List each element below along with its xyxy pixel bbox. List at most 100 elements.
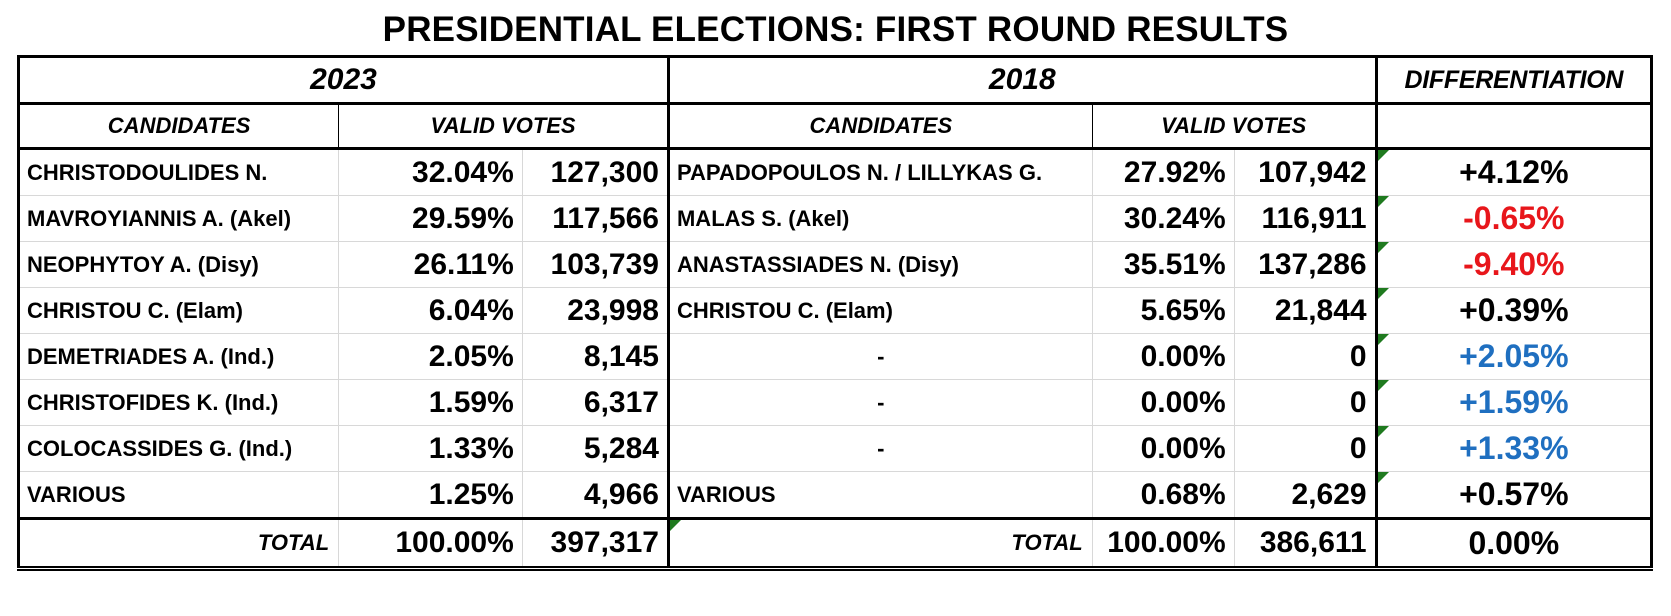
- comment-flag-icon: [1377, 242, 1389, 253]
- votes-2023-cell-text: 127,300: [550, 155, 659, 189]
- candidate-2018-cell-text: VARIOUS: [676, 481, 776, 507]
- candidate-2018-cell: MALAS S. (Akel): [667, 195, 1093, 242]
- candidate-2023-cell: DEMETRIADES A. (Ind.): [17, 333, 340, 380]
- percent-2023-cell-text: 29.59%: [412, 201, 514, 235]
- candidate-2023-cell: CHRISTOFIDES K. (Ind.): [17, 379, 340, 426]
- candidate-2018-cell-text: MALAS S. (Akel): [676, 205, 850, 231]
- differentiation-cell-text: +0.57%: [1459, 476, 1569, 512]
- votes-2023-cell: 8,145: [521, 333, 670, 380]
- differentiation-cell-text: +4.12%: [1459, 154, 1569, 190]
- votes-2023-cell-text: 103,739: [550, 247, 659, 281]
- total-label-2023: TOTAL: [17, 517, 340, 569]
- votes-2018-cell: 116,911: [1233, 195, 1378, 242]
- percent-2023-cell: 32.04%: [338, 148, 523, 196]
- candidate-2018-cell-text: ANASTASSIADES N. (Disy): [676, 251, 959, 277]
- percent-2018-cell-text: 0.00%: [1140, 385, 1226, 419]
- percent-2023-cell-text: 1.25%: [428, 477, 514, 511]
- votes-2018-cell: 107,942: [1233, 148, 1378, 196]
- candidates-2023-header: CANDIDATES: [17, 103, 340, 150]
- percent-2023-cell-text: 1.33%: [428, 431, 514, 465]
- candidate-2018-cell-text: -: [877, 389, 885, 415]
- percent-2018-cell: 0.00%: [1091, 379, 1235, 426]
- total-votes-2023: 397,317: [521, 517, 670, 569]
- candidate-2018-cell: ANASTASSIADES N. (Disy): [667, 241, 1093, 288]
- votes-2018-cell: 0: [1233, 379, 1378, 426]
- votes-2023-cell: 23,998: [521, 287, 670, 334]
- differentiation-header: DIFFERENTIATION: [1375, 56, 1653, 105]
- candidate-2018-cell-text: -: [877, 435, 885, 461]
- total-label-2018-text: TOTAL: [1011, 530, 1083, 555]
- year-2023-header: 2023: [18, 56, 670, 105]
- comment-flag-icon: [1377, 288, 1389, 299]
- differentiation-cell: +1.33%: [1375, 425, 1653, 472]
- candidate-2018-cell-text: PAPADOPOULOS N. / LILLYKAS G.: [676, 159, 1043, 185]
- percent-2023-cell-text: 32.04%: [412, 155, 514, 189]
- percent-2018-cell: 27.92%: [1091, 148, 1235, 196]
- table-row: CHRISTOU C. (Elam) 6.04% 23,998 CHRISTOU C.…: [17, 287, 1653, 334]
- votes-2018-cell-text: 0: [1349, 339, 1367, 373]
- page-title: PRESIDENTIAL ELECTIONS: FIRST ROUND RESU…: [382, 10, 1289, 49]
- differentiation-cell-text: +1.59%: [1459, 384, 1569, 420]
- differentiation-cell: +4.12%: [1375, 148, 1653, 196]
- candidate-2023-cell-text: CHRISTODOULIDES N.: [27, 159, 268, 185]
- votes-2018-cell-text: 116,911: [1261, 201, 1367, 235]
- votes-2018-cell: 137,286: [1233, 241, 1378, 288]
- votes-2018-cell: 0: [1233, 333, 1378, 380]
- votes-2018-cell-text: 107,942: [1258, 155, 1367, 189]
- comment-flag-icon: [1377, 380, 1389, 391]
- percent-2018-cell: 35.51%: [1091, 241, 1235, 288]
- percent-2018-cell-text: 27.92%: [1123, 155, 1226, 189]
- percent-2023-cell: 29.59%: [338, 195, 523, 242]
- differentiation-cell: +1.59%: [1375, 379, 1653, 426]
- percent-2023-cell: 26.11%: [338, 241, 523, 288]
- comment-flag-icon: [1377, 150, 1389, 161]
- total-label-2018: TOTAL: [667, 517, 1093, 569]
- comment-flag-icon: [1377, 334, 1389, 345]
- percent-2018-cell-text: 0.00%: [1140, 339, 1226, 373]
- differentiation-cell-text: +2.05%: [1459, 338, 1569, 374]
- percent-2023-cell: 2.05%: [338, 333, 523, 380]
- differentiation-cell: -0.65%: [1375, 195, 1653, 242]
- valid-votes-2018-header: VALID VOTES: [1091, 103, 1378, 150]
- table-row: DEMETRIADES A. (Ind.) 2.05% 8,145 - 0.00% 0 +2…: [17, 333, 1653, 380]
- differentiation-cell: +0.39%: [1375, 287, 1653, 334]
- valid-votes-2023-header: VALID VOTES: [338, 103, 670, 150]
- candidate-2018-cell-text: -: [877, 343, 885, 369]
- votes-2023-cell-text: 117,566: [552, 201, 659, 235]
- votes-2018-cell-text: 0: [1349, 385, 1367, 419]
- votes-2023-cell: 103,739: [521, 241, 670, 288]
- table-row: COLOCASSIDES G. (Ind.) 1.33% 5,284 - 0.00% 0 +…: [17, 425, 1653, 472]
- comment-flag-icon: [1377, 196, 1389, 207]
- column-header-row: CANDIDATES VALID VOTES CANDIDATES VALID …: [17, 103, 1652, 150]
- percent-2023-cell: 1.25%: [338, 471, 523, 519]
- percent-2023-cell-text: 2.05%: [428, 339, 514, 373]
- percent-2023-cell: 1.33%: [338, 425, 523, 472]
- votes-2018-cell-text: 2,629: [1291, 477, 1367, 511]
- comment-flag-icon: [1377, 426, 1389, 437]
- table-row: CHRISTOFIDES K. (Ind.) 1.59% 6,317 - 0.00% 0 +…: [17, 379, 1653, 426]
- percent-2018-cell: 0.68%: [1091, 471, 1235, 519]
- percent-2018-cell-text: 5.65%: [1140, 293, 1226, 327]
- table-row: MAVROYIANNIS A. (Akel) 29.59% 117,566 MALAS…: [17, 195, 1653, 242]
- candidate-2023-cell-text: DEMETRIADES A. (Ind.): [27, 343, 275, 369]
- candidate-2018-cell: VARIOUS: [667, 471, 1093, 519]
- votes-2023-cell-text: 23,998: [567, 293, 659, 327]
- percent-2023-cell: 6.04%: [338, 287, 523, 334]
- votes-2018-cell-text: 0: [1349, 431, 1367, 465]
- candidate-2018-cell: PAPADOPOULOS N. / LILLYKAS G.: [667, 148, 1093, 196]
- differentiation-cell: +2.05%: [1375, 333, 1653, 380]
- votes-2018-cell: 2,629: [1233, 471, 1378, 519]
- votes-2023-cell: 127,300: [521, 148, 670, 196]
- table-row: CHRISTODOULIDES N. 32.04% 127,300 PAPADOPOU…: [17, 148, 1653, 196]
- percent-2018-cell-text: 0.68%: [1140, 477, 1226, 511]
- percent-2018-cell: 30.24%: [1091, 195, 1235, 242]
- votes-2023-cell: 4,966: [521, 471, 670, 519]
- differentiation-subheader-empty: [1375, 103, 1652, 150]
- candidates-2018-header: CANDIDATES: [667, 103, 1093, 150]
- votes-2018-cell-text: 21,844: [1274, 293, 1367, 327]
- differentiation-cell: +0.57%: [1375, 471, 1653, 519]
- candidate-2018-cell: -: [667, 425, 1093, 472]
- percent-2023-cell-text: 6.04%: [428, 293, 514, 327]
- candidate-2023-cell: CHRISTODOULIDES N.: [17, 148, 340, 196]
- differentiation-cell-text: +0.39%: [1459, 292, 1569, 328]
